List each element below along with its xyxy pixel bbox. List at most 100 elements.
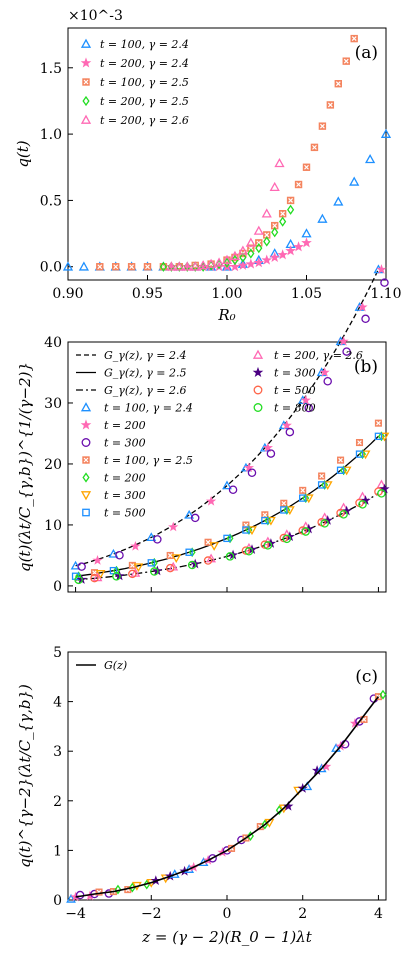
data-point [302,163,311,171]
data-point [364,153,376,164]
x-tick-label: 1.05 [291,286,322,302]
data-point [159,261,167,272]
data-point [294,180,303,189]
x-tick-label: 4 [374,906,383,922]
data-point [299,494,307,502]
data-point [74,575,83,585]
data-point [278,804,289,814]
data-point [245,237,256,247]
data-point [379,432,390,442]
legend-marker [80,491,92,501]
data-point [278,209,287,218]
data-point [182,261,193,271]
data-point [96,263,104,271]
data-point [262,442,273,453]
y-tick-label: 10 [44,518,62,534]
data-point [283,800,294,811]
data-point [264,515,272,526]
data-point [245,258,257,269]
data-point [319,367,330,377]
data-point [165,563,175,573]
legend-entry: t = 200 [104,419,146,432]
data-point [226,533,234,544]
data-point [242,526,250,534]
data-point [357,301,368,312]
panel-c-frame [67,651,387,901]
data-point [143,263,152,271]
data-point [150,567,159,576]
data-point [317,481,326,489]
data-point [355,438,364,447]
y-tick-label: 3 [53,744,62,760]
y-tick-label: 30 [44,396,62,412]
data-point [339,510,348,519]
data-point [380,278,389,287]
data-point [237,245,249,255]
fit-line [75,696,380,898]
data-point [318,122,327,130]
legend-entry: t = 200, γ = 2.5 [100,95,189,108]
data-point [255,243,263,254]
legend-entry: t = 100, γ = 2.4 [104,402,193,415]
legend-entry: t = 500 [104,507,146,520]
x-tick-label: 0.90 [52,286,83,302]
data-point [263,541,273,550]
data-point [184,509,195,519]
data-point [374,419,382,427]
legend-entry: G_γ(z), γ = 2.4 [104,349,187,362]
data-point [342,347,351,356]
y-axis-label: q(t)(λt/C_{γ,b})^{1/(γ−2)} [16,362,34,572]
data-point [274,157,285,168]
panel-b: 0 10 20 30 40 q(t)(λt/C_{γ,b})^{1/(γ−2)} (b) G_… [16,264,390,595]
data-point [205,258,217,268]
data-point [115,551,124,560]
data-point [333,196,344,206]
data-point [247,468,257,478]
legend-entry: G(z) [104,659,127,672]
data-point [261,254,273,265]
fit-line [75,269,379,567]
data-point [205,495,217,506]
data-point [229,261,241,272]
data-point [209,542,220,551]
data-point [302,493,310,504]
y-tick-label: 20 [44,457,62,473]
data-point [284,506,295,516]
data-point [301,237,312,248]
data-point [247,248,255,259]
data-point [271,227,279,238]
data-point [108,548,119,558]
legend-marker [252,366,264,378]
data-point [316,763,327,773]
y-tick-label: 5 [53,645,62,661]
data-point [340,465,348,476]
data-point [323,377,332,386]
data-point [247,831,254,841]
panel-label: (b) [354,357,378,377]
legend-entry: t = 100, γ = 2.5 [104,454,193,467]
legend-marker [253,385,263,395]
data-point [303,494,314,504]
legend-marker [81,438,91,447]
data-point [244,546,254,556]
legend-entry: t = 800 [274,402,316,415]
data-point [326,101,335,109]
data-point [299,486,307,494]
data-point [245,525,253,535]
data-point [266,449,276,458]
data-point [361,314,370,324]
data-point [70,560,81,570]
x-axis-label: z = (γ − 2)(R_0 − 1)λt [141,928,313,946]
legend-marker [82,508,90,517]
data-point [174,261,185,271]
data-point [280,499,288,507]
data-point [279,216,287,227]
data-point [269,251,281,262]
data-point [185,548,193,556]
legend-entry: G_γ(z), γ = 2.6 [104,384,187,397]
data-point [90,573,99,583]
data-point [225,552,235,561]
data-point [153,535,162,544]
data-point [280,506,288,514]
data-point [322,481,333,491]
